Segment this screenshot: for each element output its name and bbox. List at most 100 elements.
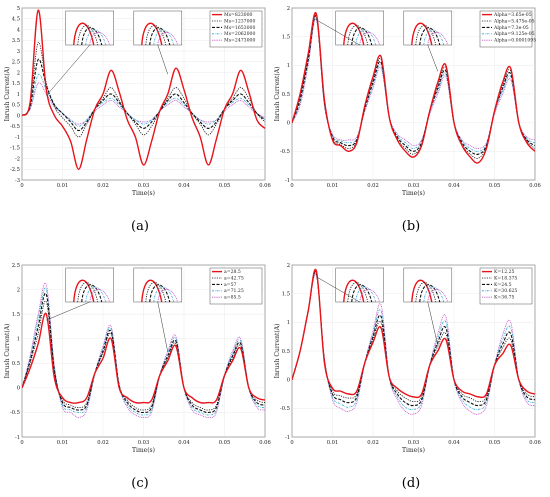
x-tick-label: 0.03 [408,440,420,446]
inset-curve [415,25,437,46]
inset-curve [157,31,179,46]
inset-curve [85,29,107,46]
y-tick-label: 3.5 [12,38,20,44]
legend-entry: Alpha=9.125e-05 [493,31,535,37]
legend: a=28.5a=42.75a=57a=71.25a=85.5 [209,267,263,305]
series-line-1 [292,268,535,399]
x-axis-label: Time(s) [402,447,425,454]
zoom-arrow [427,301,439,346]
zoom-inset-2 [133,10,183,75]
chart-panel-2: -1 -0.5 0 0.5 1 1.5 2 0 0.01 0.02 0.03 0.04 0.05 0.06… [274,6,541,234]
zoom-inset-1 [46,10,114,96]
x-tick-label: 0.05 [219,440,231,446]
legend-entry: Ms=1653000 [224,25,255,31]
y-axis-label: Inrush Current(A) [274,324,281,379]
y-tick-label: -1 [285,178,290,184]
series-group [22,9,265,170]
inset-curve [359,31,381,46]
series-line-2 [22,41,265,138]
legend-entry: a=85.5 [224,295,241,301]
x-axis-label: Time(s) [402,190,425,197]
x-tick-label: 0.05 [219,183,231,189]
inset-curve [153,286,175,303]
y-tick-label: 0.5 [282,92,290,98]
series-line-1 [22,9,265,170]
inset-curve [77,282,99,303]
y-tick-label: -0.5 [280,406,290,412]
inset-curve [85,286,107,303]
legend-entry: Alpha=0.0001095 [493,38,536,44]
x-tick-label: 0.03 [138,183,150,189]
y-tick-label: 1.5 [282,291,290,297]
y-axis-label: Inrush Current(A) [274,67,281,122]
y-tick-label: 1.5 [12,312,20,318]
y-tick-label: 2 [287,6,290,12]
legend-entry: K=30.625 [494,288,517,294]
y-tick-label: -1.5 [10,146,20,152]
legend-box [479,267,533,305]
y-tick-label: 0.5 [12,361,20,367]
zoom-inset-1 [316,10,384,46]
x-tick-label: 0.06 [259,183,271,189]
legend-box [209,10,263,48]
x-tick-label: 0.01 [327,183,339,189]
legend-entry: Ms=823000 [224,12,253,18]
y-tick-label: 2 [17,70,20,76]
legend-entry: Alpha=5.475e-05 [493,18,535,24]
inset-curve [81,284,103,303]
series-line-1 [22,312,265,404]
series-line-1 [292,12,535,164]
x-tick-label: 0.03 [138,440,150,446]
legend-entry: a=57 [224,282,237,288]
legend-entry: K=36.75 [494,295,515,301]
zoom-arrow [157,301,169,353]
y-tick-label: -2 [15,156,20,162]
x-tick-label: 0.01 [57,440,69,446]
inset-curve [351,284,373,303]
inset-curve [153,29,175,46]
chart-panel-1: -3 -2.5 -2 -1.5 -1 -0.5 0 0.5 1 1.5 2 2.5 3 3.5 4 4.5 5 0… [4,6,271,234]
legend-entry: Ms=2473000 [224,38,255,44]
inset-curve [145,25,167,46]
inset-curve [415,282,437,303]
y-tick-label: 1.5 [12,81,20,87]
x-tick-label: 0.02 [367,183,379,189]
y-tick-label: -3 [15,178,20,184]
inset-curve [157,288,179,303]
y-tick-label: -0.5 [280,149,290,155]
y-axis-label: Inrush Current(A) [4,324,11,379]
series-line-2 [22,300,265,411]
inset-curve [149,27,171,46]
inset-curve [423,286,445,303]
x-tick-label: 0.06 [259,440,271,446]
x-tick-label: 0.05 [489,183,501,189]
y-tick-label: -1 [15,135,20,141]
legend-entry: K=24.5 [494,282,512,288]
x-tick-label: 0 [290,440,293,446]
y-tick-label: 2 [287,263,290,269]
inset-curve [355,29,377,46]
x-tick-label: 0 [20,183,23,189]
zoom-arrow [46,44,90,96]
inset-curve [427,288,449,303]
inset-curve [89,31,111,46]
series-line-3 [292,271,535,407]
zoom-inset-2 [133,267,183,353]
legend-entry: K=18.375 [494,275,517,281]
y-tick-label: 2 [17,287,20,293]
y-tick-label: 3 [17,49,20,55]
y-tick-label: 5 [17,6,20,12]
y-tick-label: 1 [17,337,20,343]
chart-panel-3: -1 -0.5 0 0.5 1 1.5 2 2.5 0 0.01 0.02 0.03 0.04 0.05 0… [4,263,271,491]
y-tick-label: 4 [17,27,21,33]
y-tick-label: -0.5 [10,410,20,416]
inset-curve [347,282,369,303]
legend: Ms=823000Ms=1237000Ms=1653000Ms=2062000M… [209,10,263,48]
inset-curve [145,282,167,303]
x-axis-label: Time(s) [132,190,155,197]
y-tick-label: 0.5 [12,103,20,109]
panel-label: (a) [131,219,149,234]
zoom-inset-2 [403,10,453,72]
y-tick-label: 2.5 [12,263,20,269]
